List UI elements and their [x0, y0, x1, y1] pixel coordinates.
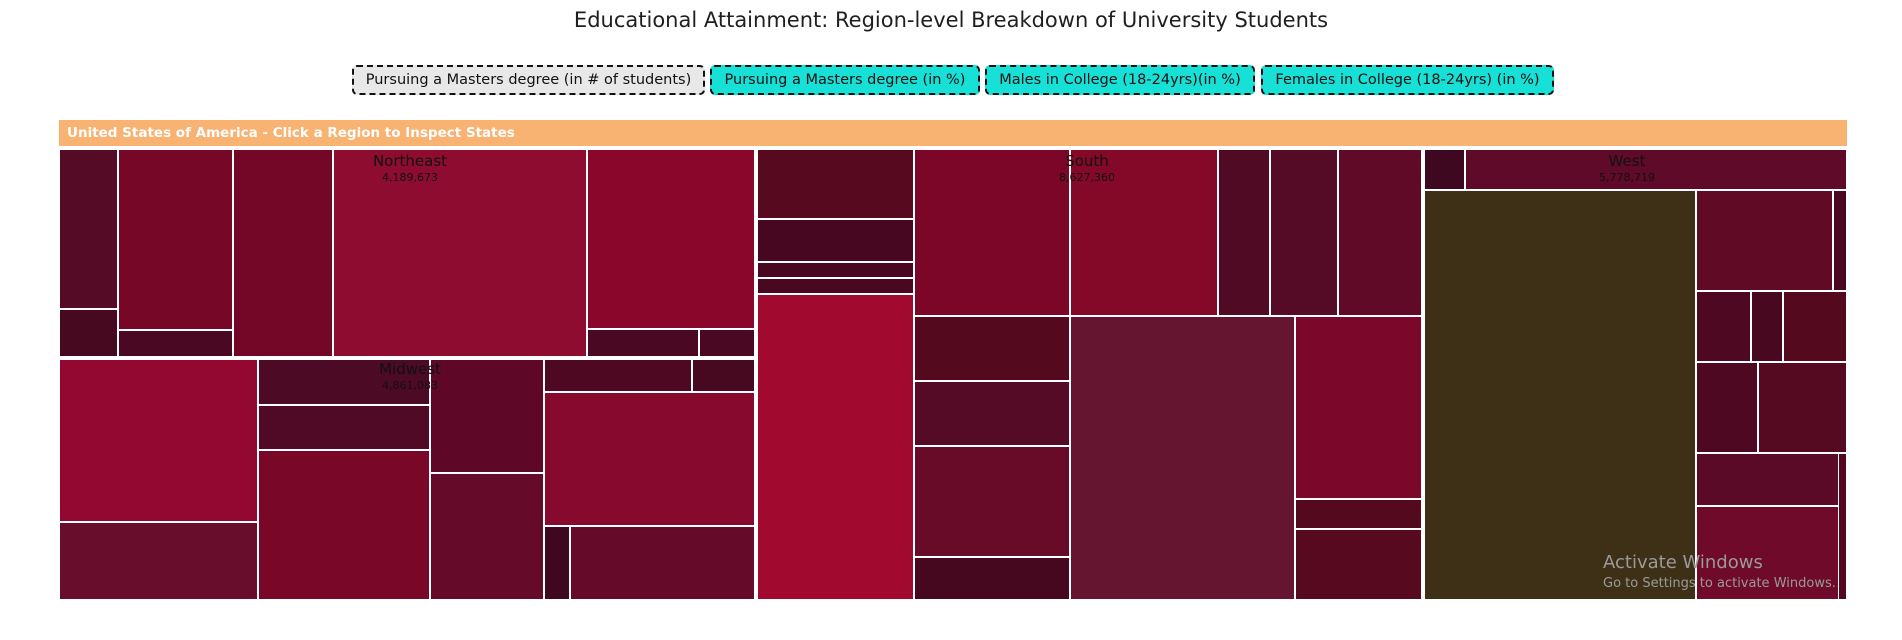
metric-button-males-college[interactable]: Males in College (18-24yrs)(in %)	[985, 65, 1255, 95]
treemap-breadcrumb-banner[interactable]: United States of America - Click a Regio…	[59, 120, 1847, 146]
treemap-cell-midwest[interactable]	[544, 392, 755, 526]
treemap-cell-midwest[interactable]	[570, 526, 755, 600]
treemap-cell-south[interactable]	[914, 149, 1070, 316]
treemap-cell-northeast[interactable]	[233, 149, 333, 357]
treemap-cell-south[interactable]	[1218, 149, 1270, 316]
treemap-cell-south[interactable]	[1295, 316, 1422, 499]
treemap-cell-south[interactable]	[1070, 316, 1295, 600]
treemap-cell-south[interactable]	[1070, 149, 1218, 316]
treemap-cell-midwest[interactable]	[544, 359, 692, 392]
treemap-cell-west[interactable]	[1696, 362, 1758, 453]
treemap-cell-south[interactable]	[1295, 529, 1422, 600]
treemap-cell-northeast[interactable]	[333, 149, 587, 357]
treemap-cell-south[interactable]	[1338, 149, 1422, 316]
treemap-cell-midwest[interactable]	[258, 359, 430, 405]
metric-toggle-group: Pursuing a Masters degree (in # of stude…	[0, 65, 1902, 99]
treemap-cell-midwest[interactable]	[692, 359, 755, 392]
treemap-cell-northeast[interactable]	[59, 149, 118, 309]
treemap-cell-northeast[interactable]	[587, 149, 755, 329]
treemap-cell-midwest[interactable]	[430, 473, 544, 600]
treemap-cell-west[interactable]	[1424, 190, 1696, 600]
treemap-cell-south[interactable]	[914, 316, 1070, 381]
treemap-cell-west[interactable]	[1758, 362, 1847, 453]
treemap-cell-northeast[interactable]	[587, 329, 699, 357]
treemap-cell-west[interactable]	[1696, 291, 1751, 362]
metric-button-masters-count[interactable]: Pursuing a Masters degree (in # of stude…	[352, 65, 705, 95]
treemap-cell-northeast[interactable]	[118, 149, 233, 330]
treemap-cell-midwest[interactable]	[544, 526, 570, 600]
chart-title: Educational Attainment: Region-level Bre…	[573, 8, 1329, 32]
treemap-cell-south[interactable]	[914, 446, 1070, 557]
treemap-cell-south[interactable]	[757, 262, 914, 278]
treemap-cell-midwest[interactable]	[258, 450, 430, 600]
treemap-cell-south[interactable]	[757, 219, 914, 262]
treemap-cell-south[interactable]	[757, 294, 914, 600]
treemap-cell-south[interactable]	[914, 557, 1070, 600]
treemap-cell-south[interactable]	[1295, 499, 1422, 529]
treemap-cell-midwest[interactable]	[59, 359, 258, 522]
metric-button-masters-percent[interactable]: Pursuing a Masters degree (in %)	[710, 65, 980, 95]
treemap-cell-south[interactable]	[757, 149, 914, 219]
treemap-cell-midwest[interactable]	[59, 522, 258, 600]
treemap-cell-west[interactable]	[1696, 453, 1847, 506]
treemap-cell-west[interactable]	[1465, 149, 1847, 190]
treemap-cell-west[interactable]	[1783, 291, 1847, 362]
metric-button-females-college[interactable]: Females in College (18-24yrs) (in %)	[1261, 65, 1554, 95]
treemap-cell-west[interactable]	[1424, 149, 1465, 190]
treemap-cell-west[interactable]	[1696, 190, 1833, 291]
treemap-cell-midwest[interactable]	[430, 359, 544, 473]
treemap-cell-south[interactable]	[757, 278, 914, 294]
treemap-cell-northeast[interactable]	[699, 329, 755, 357]
treemap-cell-west[interactable]	[1751, 291, 1783, 362]
treemap-cell-northeast[interactable]	[118, 330, 233, 357]
treemap-cell-south[interactable]	[1270, 149, 1338, 316]
treemap-cell-west[interactable]	[1696, 506, 1847, 600]
treemap-cell-west[interactable]	[1833, 190, 1847, 291]
treemap-cell-south[interactable]	[914, 381, 1070, 446]
treemap-cell-northeast[interactable]	[59, 309, 118, 357]
treemap-cell-west[interactable]	[1838, 453, 1847, 600]
treemap-cell-midwest[interactable]	[258, 405, 430, 450]
treemap: Northeast 4,189,673 Midwest 4,861,083 So…	[59, 149, 1847, 600]
